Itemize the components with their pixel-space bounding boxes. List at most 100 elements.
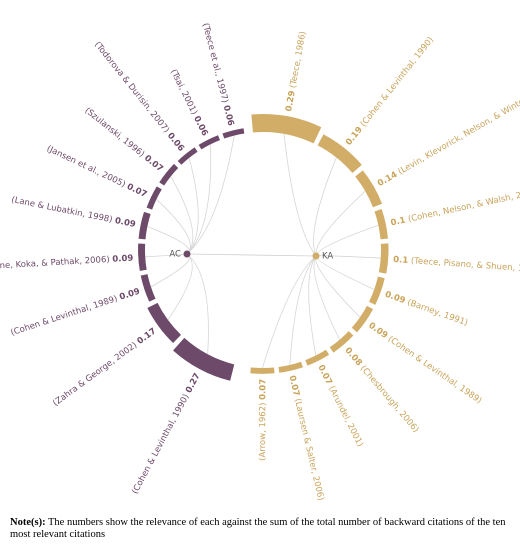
arc-bar [138,243,147,271]
category-label: (Teece, Pisano, & Shuen, 1997) [411,256,520,275]
chord [313,255,341,340]
segment-label: 0.1 (Teece, Pisano, & Shuen, 1997) [393,254,520,274]
hub-dot [183,250,191,258]
value-label: 0.07 [125,182,148,200]
chord [283,133,317,257]
arc-bar [278,361,303,373]
value-label: 0.07 [316,363,334,386]
note-text: The numbers show the relevance of each a… [10,517,506,540]
hub-link [186,253,317,257]
note-label: Note(s): [10,517,46,528]
value-label: 0.14 [376,169,399,188]
value-label: 0.09 [112,253,134,264]
category-label: (Cohen & Levinthal, 1990) [358,35,435,129]
segment-label: (Lane & Lubatkin, 1998) 0.09 [11,195,137,230]
chord [315,255,361,318]
segment-label: 0.1 (Cohen, Nelson, & Walsh, 2000) [390,186,520,228]
category-label: (Zahra & George, 2002) [51,340,139,408]
group-label: AC [169,250,181,260]
arc-bar [251,114,322,144]
chord [167,253,193,321]
category-label: (Teece, 1986) [288,30,308,89]
chord [289,255,317,365]
category-label: (Cohen & Levinthal, 1989) [386,334,484,406]
value-label: 0.08 [343,345,364,368]
note: Note(s): The numbers show the relevance … [10,517,510,541]
value-label: 0.07 [287,374,302,397]
category-label: (Teece et al., 1997) [200,22,230,104]
value-label: 0.09 [118,286,141,302]
chord [315,190,366,257]
arc-bar [351,305,374,333]
value-label: 0.09 [384,289,407,305]
category-label: (Lane & Lubatkin, 1998) [11,195,114,225]
value-label: 0.09 [367,320,390,340]
category-label: (Levin, Klevorick, Nelson, & Winter, 201… [396,80,520,177]
arc-bar [173,337,235,381]
arc-bar [177,147,198,165]
arc-bar [198,135,220,150]
arc-bar [317,134,362,173]
value-label: 0.17 [135,326,158,347]
chord [313,157,337,257]
value-label: 0.07 [258,379,268,400]
category-label: (Cohen & Levinthal, 1989) [9,294,118,338]
category-label: (Laursen & Salter, 2006) [292,397,326,501]
segment-label: (Cohen & Levinthal, 1989) 0.09 [9,286,141,338]
value-label: 0.1 [390,215,407,228]
chord [145,253,190,258]
chord [186,253,209,355]
value-label: 0.29 [284,90,298,113]
arc-bar [147,302,181,343]
category-label: (Arundel, 2001) [326,384,365,448]
arc-bar [329,331,354,353]
arc-bar [146,186,162,210]
chord [147,226,190,255]
category-label: ( Lane, Koka, & Pathak, 2006) [0,254,110,271]
segment-label: 0.19 (Cohen & Levinthal, 1990) [344,35,436,147]
chord [186,144,212,255]
segment-label: (Zahra & George, 2002) 0.17 [51,326,158,408]
value-label: 0.09 [114,216,137,230]
group-label: KA [322,252,333,262]
segment-label: (Cohen & Levinthal, 1990) 0.27 [130,371,202,495]
segment-label: 0.07 (Arundel, 2001) [316,363,365,448]
arc-bar [369,276,385,305]
segment-label: 0.09 (Barney, 1991) [384,289,470,328]
chord [186,135,235,255]
hub-dot [312,252,320,260]
category-label: (Cohen & Levinthal, 1990) [130,392,191,495]
segment-label: 0.29 (Teece, 1986) [284,30,308,112]
value-label: 0.19 [344,125,365,148]
category-label: (Tsai, 2001) [168,68,199,117]
segment-label: (Arrow, 1962) 0.07 [257,379,267,461]
chord [156,198,191,255]
category-label: (Szulanski, 1996) [83,105,147,159]
value-label: 0.07 [142,153,165,174]
arc-bar [138,211,151,240]
arc-bar [378,243,389,274]
value-label: 0.1 [393,254,409,265]
value-label: 0.27 [184,371,203,394]
category-label: (Arrow, 1962) [257,403,267,461]
segment-label: 0.14 (Levin, Klevorick, Nelson, & Winter… [376,80,520,189]
arc-bar [374,209,388,240]
segment-label: (Teece et al., 1997) 0.06 [200,22,236,127]
arc-bar [222,128,245,139]
value-label: 0.06 [192,114,210,137]
category-label: (Barney, 1991) [406,297,469,328]
segment-label: ( Lane, Koka, & Pathak, 2006) 0.09 [0,253,134,272]
chord [262,255,317,369]
arc-bar [250,367,275,374]
segment-label: 0.07 (Laursen & Salter, 2006) [287,374,326,501]
segment-label: (Todorova & Durisin, 2007) 0.06 [92,40,186,154]
chord [308,255,317,356]
arc-bar [159,163,179,186]
category-label: (Jansen et al., 2005) [45,143,127,189]
category-label: (Chesbrough, 2006) [358,363,421,434]
value-label: 0.06 [221,104,236,127]
value-label: 0.06 [165,131,186,154]
arc-bar [305,349,330,366]
category-label: (Cohen, Nelson, & Walsh, 2000) [407,186,520,224]
